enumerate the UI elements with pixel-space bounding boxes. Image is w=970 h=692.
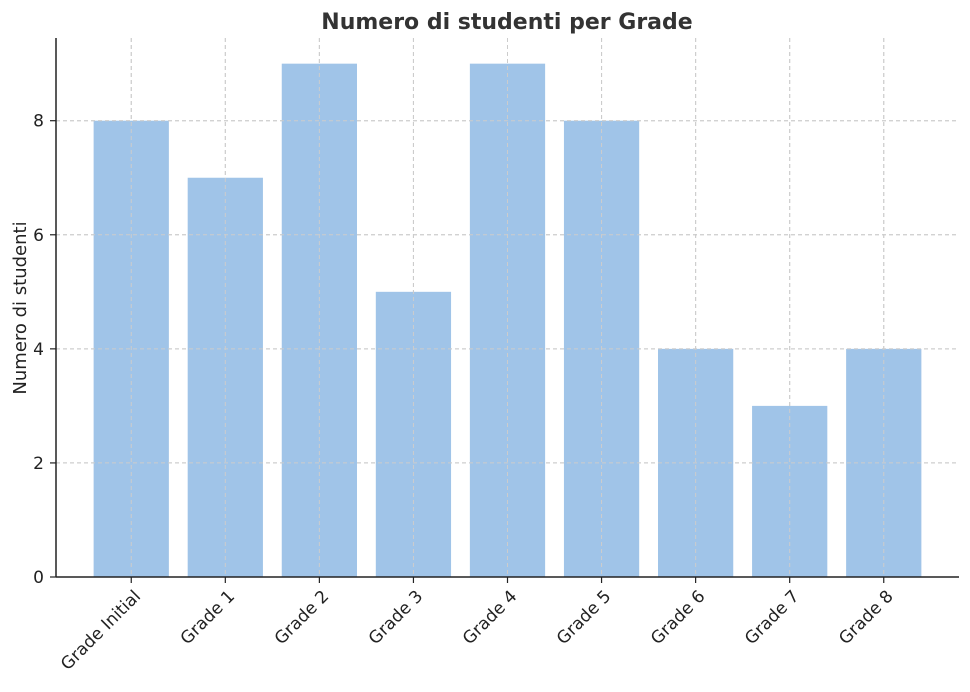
y-tick-label: 8 — [33, 112, 44, 132]
x-tick-label: Grade 7 — [741, 587, 803, 649]
chart-title: Numero di studenti per Grade — [321, 10, 692, 35]
bars — [56, 38, 959, 578]
y-ticks: 0 2 4 6 8 — [33, 112, 56, 588]
y-tick-label: 2 — [33, 454, 44, 474]
bar-grade-7 — [752, 405, 828, 577]
y-tick-label: 4 — [33, 340, 44, 360]
x-tick-label: Grade 1 — [177, 587, 239, 649]
x-ticks: Grade Initial Grade 1 Grade 2 Grade 3 Grade … — [57, 577, 898, 675]
x-tick-label: Grade 3 — [365, 587, 427, 649]
y-tick-label: 0 — [33, 568, 44, 588]
y-tick-label: 6 — [33, 226, 44, 246]
x-tick-label: Grade 6 — [647, 587, 709, 649]
x-tick-label: Grade 4 — [459, 587, 521, 649]
y-axis-label: Numero di studenti — [10, 221, 31, 394]
x-tick-label: Grade 2 — [271, 587, 333, 649]
x-tick-label: Grade Initial — [57, 587, 145, 675]
x-tick-label: Grade 8 — [835, 587, 897, 649]
x-tick-label: Grade 5 — [553, 587, 615, 649]
